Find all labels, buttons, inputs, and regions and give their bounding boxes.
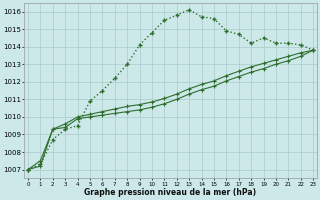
X-axis label: Graphe pression niveau de la mer (hPa): Graphe pression niveau de la mer (hPa) — [84, 188, 257, 197]
